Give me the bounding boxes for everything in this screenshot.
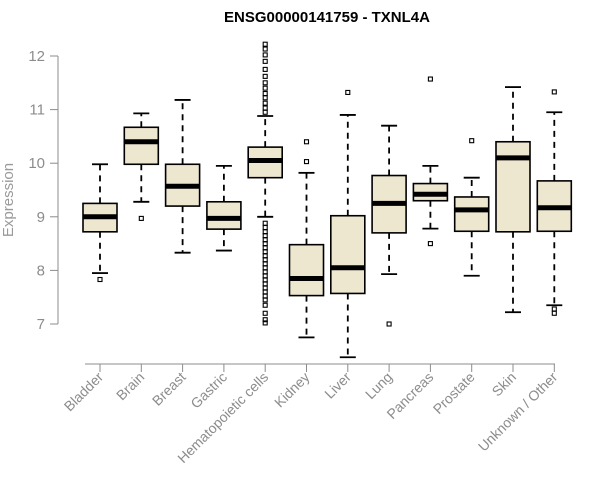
outlier-point [138, 215, 144, 221]
box-group-kidney [288, 139, 325, 339]
outlier-point [303, 139, 310, 145]
x-tick-label: Kidney [271, 369, 313, 411]
outlier-point [97, 276, 103, 283]
y-axis-ticks: 7 8 9 10 11 12 [28, 48, 58, 333]
outlier-point [262, 95, 268, 101]
y-tick-label: 12 [28, 48, 45, 65]
box-group-skin [495, 86, 531, 314]
outlier-point [262, 41, 268, 47]
box-group-lung [371, 124, 407, 327]
chart-title: ENSG00000141759 - TXNL4A [224, 9, 430, 26]
outlier-point [262, 46, 268, 52]
outlier-point [262, 90, 268, 97]
outlier-point [262, 58, 268, 64]
x-tick-label: Prostate [430, 369, 478, 417]
outlier-point [262, 224, 268, 231]
y-tick-label: 7 [37, 316, 45, 333]
box-iqr [288, 243, 325, 297]
outlier-point [262, 105, 268, 111]
outlier-point [551, 310, 557, 316]
x-tick-label: Liver [321, 369, 354, 402]
outlier-point [262, 302, 268, 308]
box-group-breast [164, 99, 201, 254]
outlier-point [427, 241, 433, 247]
outlier-point [262, 66, 268, 72]
x-tick-label: Skin [489, 369, 520, 400]
outlier-point [262, 52, 268, 58]
box-group-pancreas [412, 76, 449, 247]
boxes-layer [82, 41, 573, 359]
outlier-point [262, 220, 268, 226]
outlier-point [262, 109, 268, 115]
box-iqr [206, 200, 242, 230]
outlier-point [427, 76, 433, 82]
outlier-point [262, 297, 268, 303]
box-group-brain [123, 112, 160, 221]
box-iqr [453, 196, 490, 233]
box-group-liver [329, 89, 366, 359]
outlier-point [262, 317, 268, 323]
outlier-point [551, 306, 557, 312]
box-group-hematopoietic-cells [247, 41, 283, 326]
outlier-point [262, 73, 268, 79]
y-tick-label: 8 [37, 262, 45, 279]
box-group-unknown-other [536, 89, 573, 316]
outlier-point [262, 80, 268, 86]
outlier-point [469, 138, 475, 144]
box-group-bladder [82, 163, 118, 283]
y-axis-label: Expression [0, 163, 17, 237]
outlier-point [262, 310, 268, 316]
box-iqr [329, 214, 366, 295]
outlier-point [303, 159, 310, 165]
x-tick-label: Lung [362, 369, 395, 402]
outlier-point [345, 89, 351, 95]
y-tick-label: 11 [29, 102, 45, 119]
x-tick-label: Breast [149, 369, 189, 409]
box-iqr [123, 126, 160, 166]
y-tick-label: 10 [28, 155, 45, 172]
outlier-point [262, 100, 268, 106]
box-group-prostate [453, 138, 490, 277]
box-group-gastric [206, 164, 242, 252]
outlier-point [386, 321, 392, 327]
outlier-point [262, 320, 268, 326]
outlier-point [262, 85, 268, 91]
x-tick-label: Brain [113, 369, 147, 403]
x-tick-label: Bladder [61, 369, 107, 415]
box-iqr [495, 140, 531, 233]
y-tick-label: 9 [37, 209, 45, 226]
outlier-point [551, 89, 557, 95]
